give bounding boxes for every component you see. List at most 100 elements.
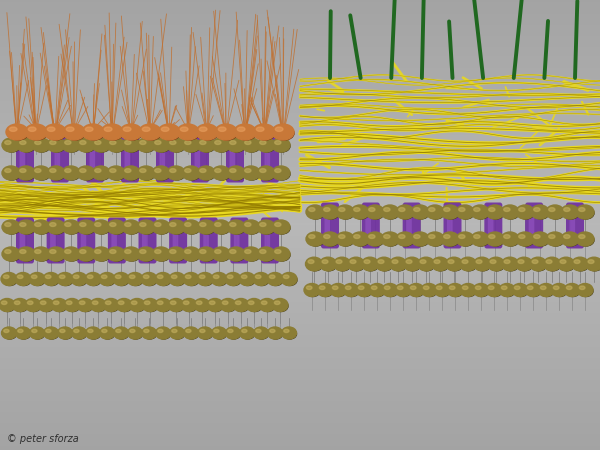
- Ellipse shape: [538, 284, 554, 297]
- Bar: [0, 256, 600, 259]
- Ellipse shape: [281, 273, 297, 285]
- Ellipse shape: [155, 223, 161, 226]
- Bar: [0, 36, 600, 38]
- Bar: [0, 196, 600, 198]
- Ellipse shape: [67, 301, 72, 305]
- Ellipse shape: [140, 140, 146, 144]
- Ellipse shape: [549, 207, 555, 212]
- Ellipse shape: [199, 249, 215, 261]
- Ellipse shape: [47, 220, 65, 234]
- Ellipse shape: [4, 140, 20, 152]
- Bar: [0, 340, 600, 342]
- Ellipse shape: [57, 273, 73, 285]
- Ellipse shape: [183, 273, 199, 285]
- Ellipse shape: [429, 234, 435, 239]
- Ellipse shape: [527, 286, 533, 289]
- Ellipse shape: [167, 166, 185, 180]
- Ellipse shape: [530, 257, 547, 271]
- Ellipse shape: [80, 140, 86, 144]
- Ellipse shape: [44, 274, 59, 285]
- Ellipse shape: [267, 273, 283, 285]
- Ellipse shape: [305, 285, 320, 297]
- Ellipse shape: [1, 301, 7, 305]
- Ellipse shape: [199, 127, 207, 131]
- Bar: [0, 205, 600, 207]
- Ellipse shape: [185, 223, 191, 226]
- Ellipse shape: [28, 301, 33, 305]
- Bar: [0, 320, 600, 322]
- Ellipse shape: [172, 329, 177, 333]
- Ellipse shape: [516, 232, 534, 246]
- Ellipse shape: [408, 284, 424, 297]
- Ellipse shape: [238, 127, 245, 131]
- Ellipse shape: [560, 260, 566, 264]
- Ellipse shape: [140, 250, 146, 253]
- Bar: [0, 315, 600, 317]
- Ellipse shape: [369, 284, 385, 297]
- Ellipse shape: [330, 284, 346, 297]
- Ellipse shape: [94, 249, 110, 261]
- Ellipse shape: [80, 250, 86, 253]
- Bar: [0, 304, 600, 306]
- Bar: [0, 128, 600, 130]
- Ellipse shape: [128, 327, 143, 339]
- Bar: [0, 396, 600, 398]
- Bar: [0, 63, 600, 65]
- Bar: [0, 254, 600, 256]
- Ellipse shape: [255, 126, 275, 140]
- Ellipse shape: [4, 168, 20, 180]
- Ellipse shape: [517, 259, 533, 271]
- Ellipse shape: [169, 222, 185, 234]
- Ellipse shape: [307, 286, 312, 289]
- Ellipse shape: [272, 138, 290, 152]
- Ellipse shape: [129, 298, 145, 311]
- Bar: [0, 252, 600, 254]
- Ellipse shape: [257, 220, 275, 234]
- Ellipse shape: [181, 127, 188, 131]
- Ellipse shape: [561, 205, 579, 219]
- Ellipse shape: [257, 247, 275, 261]
- Ellipse shape: [499, 284, 515, 297]
- Ellipse shape: [573, 259, 589, 271]
- Ellipse shape: [431, 257, 449, 271]
- Ellipse shape: [305, 257, 323, 271]
- Ellipse shape: [456, 205, 474, 219]
- Ellipse shape: [525, 284, 541, 297]
- Ellipse shape: [475, 286, 481, 289]
- Bar: [0, 367, 600, 369]
- Ellipse shape: [321, 205, 339, 219]
- Ellipse shape: [152, 138, 170, 152]
- Ellipse shape: [197, 138, 215, 152]
- Ellipse shape: [49, 249, 65, 261]
- Ellipse shape: [339, 207, 345, 212]
- Ellipse shape: [64, 249, 80, 261]
- Ellipse shape: [167, 138, 185, 152]
- Ellipse shape: [392, 260, 398, 264]
- Ellipse shape: [241, 275, 247, 279]
- Ellipse shape: [95, 250, 101, 253]
- Ellipse shape: [124, 168, 140, 180]
- Bar: [0, 58, 600, 61]
- Bar: [0, 180, 600, 182]
- Ellipse shape: [531, 205, 549, 219]
- Ellipse shape: [354, 234, 360, 239]
- Ellipse shape: [571, 257, 589, 271]
- Ellipse shape: [197, 220, 215, 234]
- Ellipse shape: [101, 124, 123, 140]
- Bar: [0, 299, 600, 302]
- Ellipse shape: [95, 169, 101, 172]
- Ellipse shape: [308, 234, 324, 246]
- Bar: [0, 281, 600, 284]
- Ellipse shape: [107, 138, 125, 152]
- Ellipse shape: [551, 284, 567, 297]
- Bar: [0, 245, 600, 248]
- Ellipse shape: [306, 205, 324, 219]
- Ellipse shape: [184, 168, 200, 180]
- Ellipse shape: [429, 207, 435, 212]
- Ellipse shape: [1, 273, 17, 285]
- Ellipse shape: [518, 234, 534, 246]
- FancyBboxPatch shape: [194, 148, 200, 178]
- Ellipse shape: [200, 169, 206, 172]
- Ellipse shape: [426, 205, 444, 219]
- Bar: [0, 65, 600, 68]
